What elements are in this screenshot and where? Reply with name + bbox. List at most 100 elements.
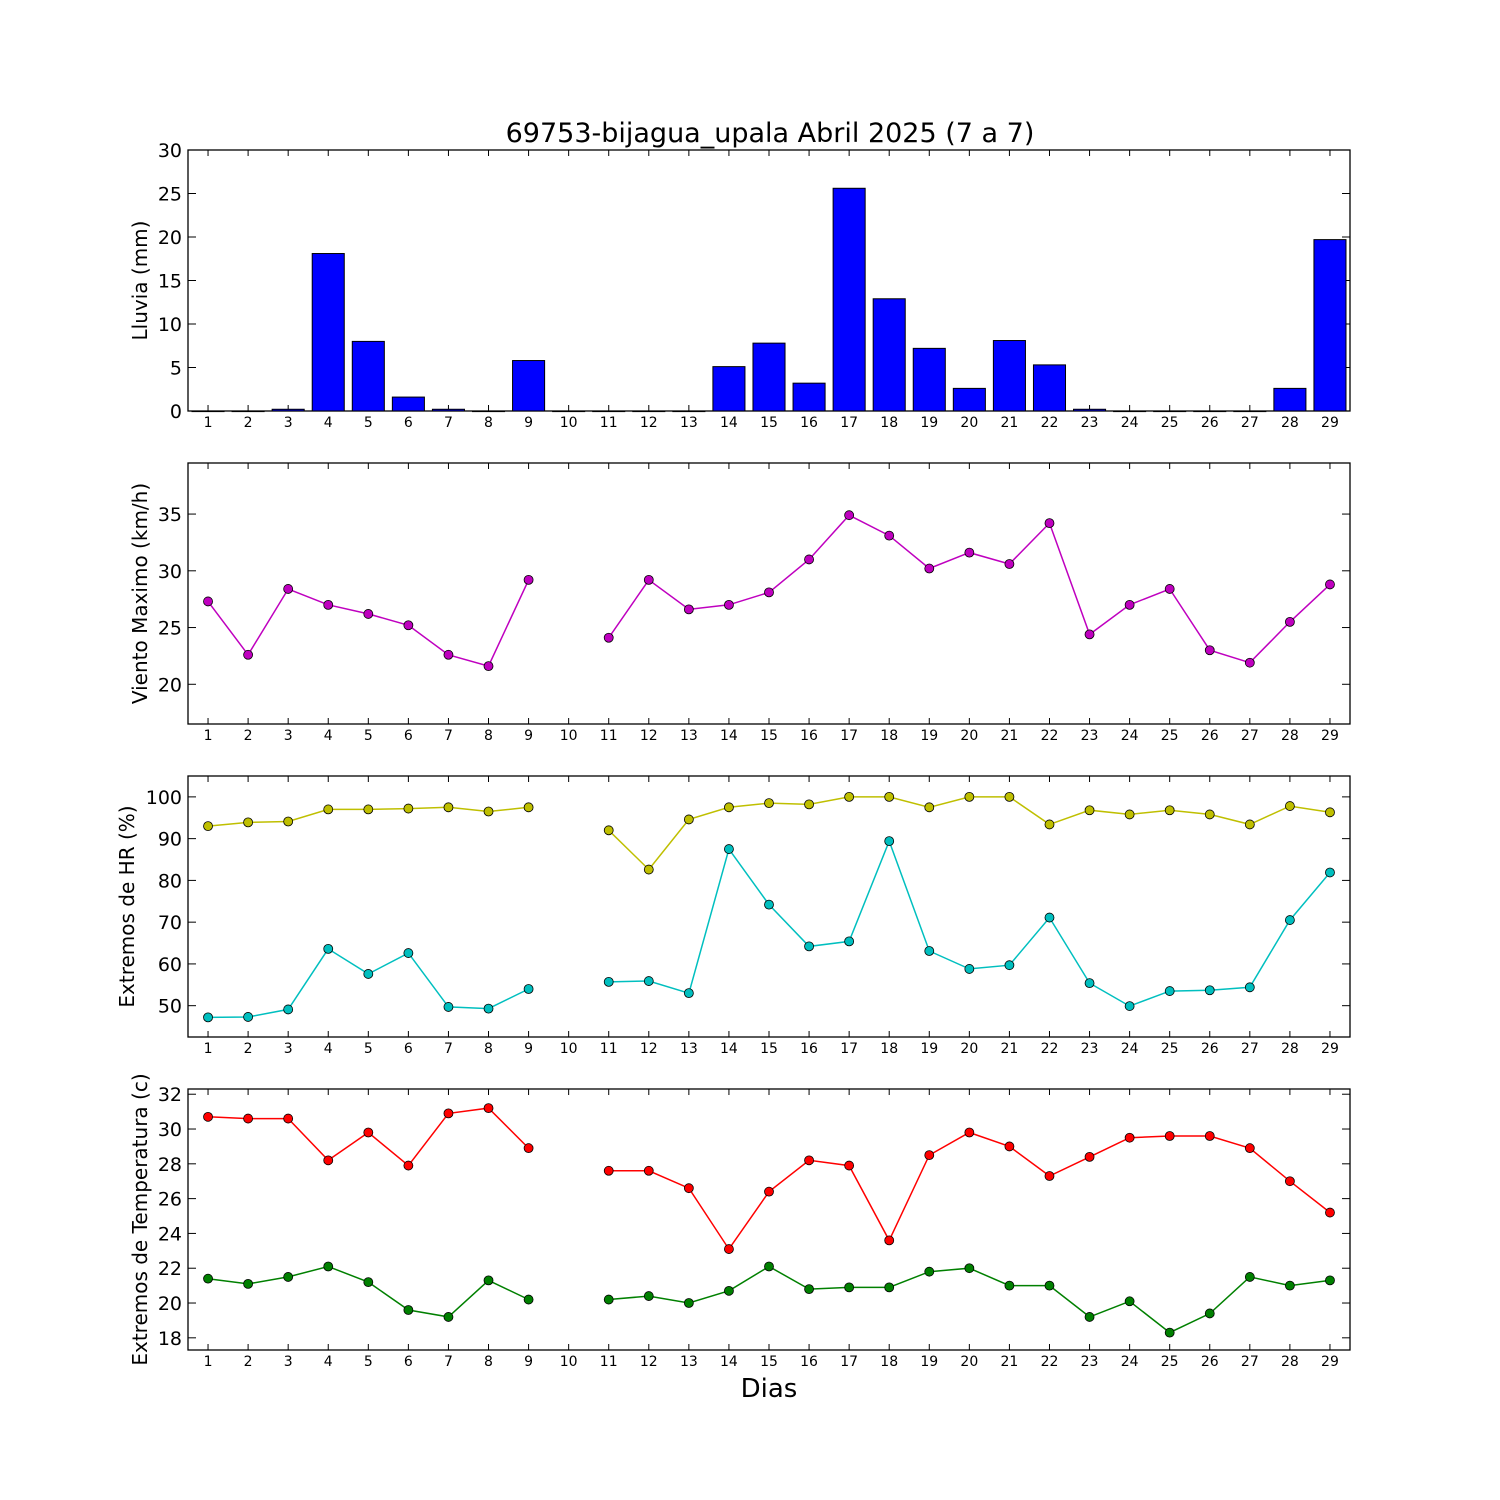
data-point — [683, 988, 694, 999]
data-point — [243, 1012, 254, 1022]
rain-bar — [1273, 387, 1307, 412]
x-tick-label: 2 — [244, 728, 253, 744]
data-point — [1004, 1141, 1015, 1152]
x-tick-label: 27 — [1241, 415, 1259, 431]
series-line — [608, 1265, 1331, 1334]
data-point — [643, 1291, 654, 1301]
x-tick-label: 27 — [1241, 728, 1259, 744]
data-point — [403, 1305, 414, 1315]
data-point — [924, 563, 935, 574]
data-point — [924, 1150, 935, 1161]
rain-bar — [1153, 410, 1187, 413]
data-point — [964, 1127, 975, 1138]
rain-bar — [912, 347, 946, 412]
x-tick-label: 12 — [640, 728, 658, 744]
data-point — [603, 1294, 614, 1305]
x-tick-label: 24 — [1121, 1354, 1139, 1370]
data-point — [1004, 559, 1015, 569]
x-tick-label: 26 — [1201, 1354, 1219, 1370]
x-tick-label: 18 — [880, 728, 898, 744]
data-point — [1004, 960, 1015, 971]
data-point — [1124, 1132, 1135, 1143]
y-tick-label: 30 — [158, 1119, 182, 1141]
x-tick-label: 11 — [600, 415, 618, 431]
x-tick-label: 3 — [284, 1041, 293, 1057]
data-point — [844, 936, 855, 947]
x-tick-label: 29 — [1321, 728, 1339, 744]
y-tick-label: 15 — [158, 271, 182, 293]
data-point — [724, 1244, 734, 1254]
x-tick-label: 13 — [680, 728, 698, 744]
data-point — [1164, 1131, 1175, 1141]
data-point — [683, 1183, 694, 1194]
data-point — [844, 510, 855, 521]
data-point — [483, 1275, 494, 1286]
series-1 — [203, 1261, 1335, 1338]
data-point — [243, 1113, 254, 1124]
y-tick-label: 32 — [158, 1084, 182, 1106]
data-point — [283, 584, 294, 594]
x-tick-label: 16 — [800, 415, 818, 431]
y-tick-label: 26 — [158, 1189, 182, 1211]
series-0 — [203, 510, 1335, 672]
x-tick-label: 9 — [524, 728, 533, 744]
data-point — [483, 1103, 494, 1114]
data-point — [363, 609, 374, 619]
y-tick-label: 35 — [158, 504, 182, 526]
x-tick-label: 26 — [1201, 728, 1219, 744]
x-tick-label: 21 — [1000, 728, 1018, 744]
x-tick-label: 5 — [364, 1354, 373, 1370]
data-point — [283, 1004, 294, 1015]
x-tick-label: 27 — [1241, 1041, 1259, 1057]
data-point — [1284, 1280, 1295, 1291]
data-point — [1044, 1171, 1055, 1181]
data-point — [363, 804, 374, 815]
data-point — [1044, 1280, 1055, 1291]
data-point — [884, 1235, 895, 1246]
x-tick-label: 18 — [880, 1041, 898, 1057]
x-tick-label: 10 — [560, 728, 578, 744]
chart-title: 69753-bijagua_upala Abril 2025 (7 a 7) — [506, 118, 1035, 149]
data-point — [443, 1108, 454, 1119]
x-tick-label: 29 — [1321, 415, 1339, 431]
data-point — [1164, 1327, 1175, 1338]
y-tick-label: 100 — [146, 787, 182, 809]
y-tick-label: 60 — [158, 954, 182, 976]
x-tick-label: 14 — [720, 1041, 738, 1057]
y-axis-label: Viento Maximo (km/h) — [128, 483, 152, 704]
data-point — [1204, 809, 1215, 820]
data-point — [964, 547, 975, 558]
data-point — [764, 1261, 774, 1272]
x-tick-label: 10 — [560, 1041, 578, 1057]
data-point — [683, 1298, 694, 1308]
data-point — [844, 1160, 855, 1171]
data-point — [1164, 986, 1175, 996]
x-tick-label: 16 — [800, 1354, 818, 1370]
data-point — [243, 817, 254, 828]
data-point — [924, 802, 935, 813]
y-tick-label: 22 — [158, 1258, 182, 1280]
rain-bar — [391, 396, 425, 412]
data-point — [443, 649, 454, 660]
x-tick-label: 19 — [920, 415, 938, 431]
data-point — [844, 1282, 855, 1293]
x-tick-label: 15 — [760, 728, 778, 744]
x-tick-label: 23 — [1081, 1354, 1099, 1370]
data-point — [1204, 1308, 1215, 1319]
x-tick-label: 7 — [444, 728, 453, 744]
x-tick-label: 6 — [404, 415, 413, 431]
rain-bar — [1233, 410, 1267, 413]
data-point — [1284, 915, 1295, 925]
x-tick-label: 24 — [1121, 1041, 1139, 1057]
x-tick-label: 23 — [1081, 728, 1099, 744]
x-tick-label: 20 — [960, 728, 978, 744]
x-tick-label: 20 — [960, 1354, 978, 1370]
rain-bar — [471, 410, 506, 413]
data-point — [1124, 809, 1135, 820]
data-point — [1284, 616, 1295, 627]
data-point — [1244, 819, 1255, 830]
data-point — [1044, 819, 1055, 830]
